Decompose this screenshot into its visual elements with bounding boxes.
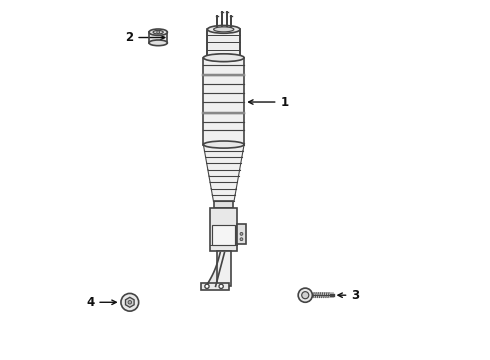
Bar bbox=[214, 201, 233, 208]
Circle shape bbox=[205, 284, 209, 288]
Circle shape bbox=[121, 293, 139, 311]
Ellipse shape bbox=[153, 31, 163, 34]
Bar bbox=[212, 225, 235, 244]
Bar bbox=[203, 58, 244, 145]
Ellipse shape bbox=[214, 27, 234, 32]
Ellipse shape bbox=[203, 54, 244, 62]
Circle shape bbox=[240, 233, 243, 235]
Ellipse shape bbox=[149, 29, 168, 35]
Bar bbox=[149, 32, 168, 43]
Ellipse shape bbox=[207, 54, 240, 61]
Polygon shape bbox=[209, 176, 239, 183]
Circle shape bbox=[219, 284, 223, 288]
Polygon shape bbox=[211, 189, 236, 195]
Polygon shape bbox=[206, 253, 224, 286]
Polygon shape bbox=[212, 195, 235, 201]
Circle shape bbox=[240, 238, 243, 240]
Text: 1: 1 bbox=[248, 95, 289, 108]
Bar bbox=[207, 30, 240, 58]
Circle shape bbox=[302, 292, 309, 299]
Polygon shape bbox=[210, 183, 237, 189]
Polygon shape bbox=[208, 170, 240, 176]
Bar bbox=[200, 283, 229, 289]
Polygon shape bbox=[204, 151, 243, 157]
Polygon shape bbox=[206, 157, 242, 163]
Bar bbox=[210, 208, 237, 251]
Bar bbox=[217, 251, 231, 286]
Polygon shape bbox=[207, 163, 241, 170]
Ellipse shape bbox=[149, 40, 168, 46]
Ellipse shape bbox=[203, 141, 244, 148]
Text: 2: 2 bbox=[125, 31, 165, 44]
Bar bbox=[237, 224, 246, 244]
Circle shape bbox=[157, 31, 160, 33]
Polygon shape bbox=[125, 297, 134, 307]
Polygon shape bbox=[203, 145, 244, 151]
Circle shape bbox=[298, 288, 312, 302]
Circle shape bbox=[128, 301, 132, 304]
Text: 4: 4 bbox=[86, 296, 116, 309]
Text: 3: 3 bbox=[338, 289, 360, 302]
Ellipse shape bbox=[207, 26, 240, 33]
